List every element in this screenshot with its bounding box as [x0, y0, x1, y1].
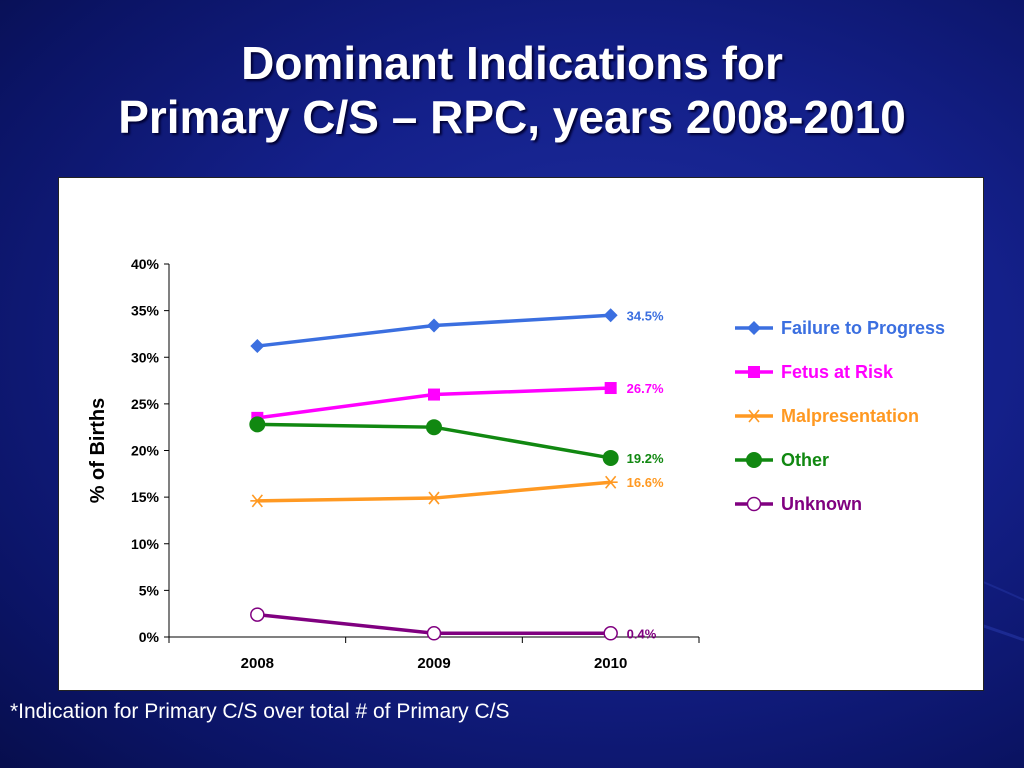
legend-entry: Fetus at Risk — [781, 362, 894, 382]
title-line-1: Dominant Indications for — [241, 37, 783, 89]
data-point-open-circle — [250, 607, 265, 622]
data-label: 0.4% — [627, 626, 657, 641]
data-point-open-circle — [746, 496, 762, 512]
data-point-square — [604, 382, 617, 395]
data-label: 16.6% — [627, 475, 664, 490]
legend-entry: Unknown — [781, 494, 862, 514]
data-point-circle — [249, 416, 266, 433]
data-point-circle — [602, 449, 619, 466]
slide-title: Dominant Indications for Primary C/S – R… — [0, 36, 1024, 144]
data-point-square — [428, 388, 440, 401]
data-point-diamond — [427, 318, 441, 333]
y-tick-label: 35% — [131, 303, 160, 319]
line-chart: 0% 5% 10% 15% 20% 25% 30% 35% 40% 2008 2009 2010 % o… — [87, 256, 945, 672]
data-point-diamond — [603, 308, 618, 323]
y-tick-label: 25% — [131, 396, 160, 412]
data-label: 19.2% — [627, 451, 664, 466]
x-tick-label: 2009 — [417, 655, 450, 672]
data-label: 34.5% — [627, 308, 664, 323]
legend-entry: Malpresentation — [781, 406, 919, 426]
y-axis-title: % of Births — [87, 398, 109, 504]
data-point-asterisk — [605, 475, 617, 489]
x-tick-label: 2010 — [594, 655, 627, 672]
data-point-square — [748, 366, 760, 378]
legend-entry: Failure to Progress — [781, 318, 945, 338]
data-label: 26.7% — [627, 381, 664, 396]
data-point-asterisk — [251, 494, 263, 508]
data-point-diamond — [250, 339, 265, 354]
legend-entry: Other — [781, 450, 829, 470]
x-tick-label: 2008 — [241, 655, 274, 672]
y-tick-label: 40% — [131, 256, 160, 272]
y-tick-label: 20% — [131, 443, 160, 459]
data-point-asterisk — [748, 409, 760, 423]
footnote: *Indication for Primary C/S over total #… — [10, 700, 510, 723]
title-line-2: Primary C/S – RPC, years 2008-2010 — [118, 91, 906, 143]
y-tick-label: 0% — [139, 629, 160, 645]
y-tick-label: 15% — [131, 489, 160, 505]
data-point-asterisk — [428, 491, 440, 505]
data-point-open-circle — [426, 626, 442, 641]
data-point-circle — [426, 419, 442, 436]
chart-panel: 0% 5% 10% 15% 20% 25% 30% 35% 40% 2008 2009 2010 % o… — [58, 177, 984, 691]
y-tick-label: 10% — [131, 536, 160, 552]
y-tick-label: 5% — [139, 582, 160, 598]
data-point-diamond — [747, 321, 761, 335]
data-point-circle — [746, 452, 762, 468]
data-point-open-circle — [603, 626, 618, 641]
y-tick-label: 30% — [131, 349, 160, 365]
